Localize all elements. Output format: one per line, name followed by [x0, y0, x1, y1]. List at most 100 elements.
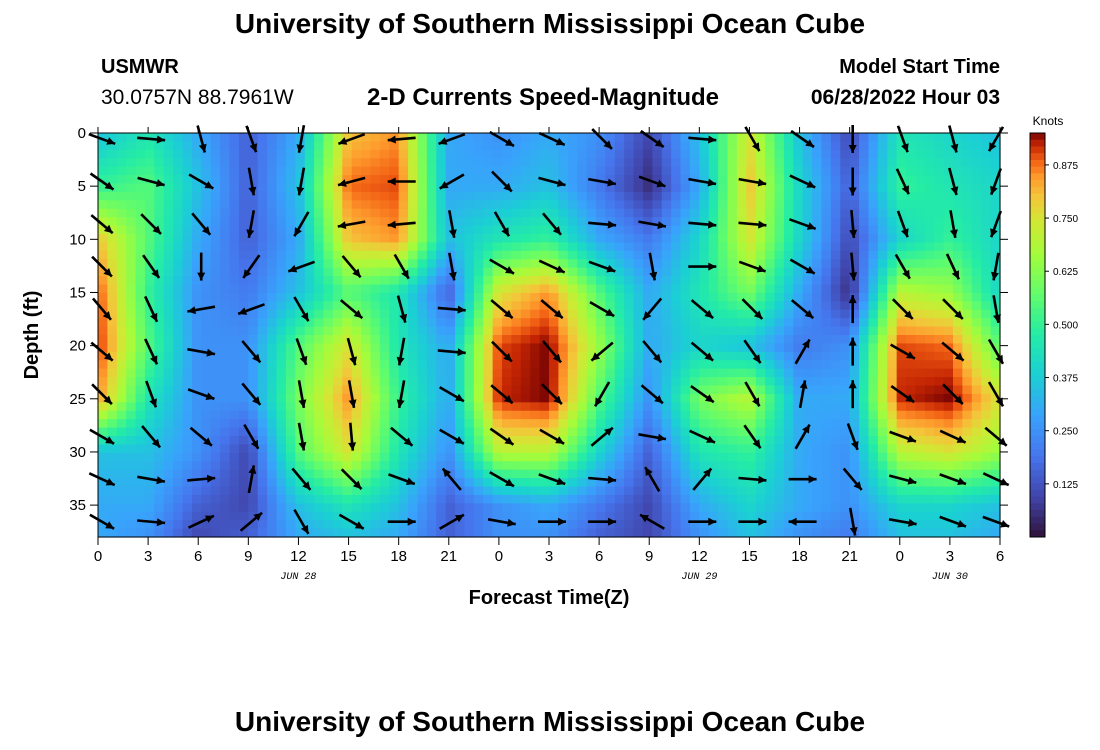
heatmap-cell [210, 402, 221, 412]
heatmap-cell [154, 200, 165, 210]
heatmap-cell [943, 461, 954, 471]
heatmap-cell [624, 250, 635, 260]
heatmap-cell [445, 461, 456, 471]
heatmap-cell [689, 461, 700, 471]
heatmap-cell [304, 267, 315, 277]
heatmap-cell [887, 419, 898, 429]
heatmap-cell [605, 444, 616, 454]
heatmap-cell [163, 368, 174, 378]
heatmap-cell [708, 225, 719, 235]
heatmap-cell [736, 452, 747, 462]
heatmap-cell [201, 250, 212, 260]
heatmap-cell [549, 343, 559, 353]
heatmap-cell [163, 444, 174, 454]
current-arrow [437, 305, 466, 314]
heatmap-cell [783, 301, 794, 311]
heatmap-cell [549, 309, 559, 319]
heatmap-cell [971, 436, 982, 446]
current-arrow [538, 517, 566, 526]
heatmap-cell [173, 436, 184, 446]
heatmap-cell [614, 385, 625, 395]
heatmap-cell [595, 520, 606, 530]
heatmap-cell [417, 478, 428, 488]
heatmap-cell [802, 494, 813, 504]
heatmap-cell [746, 528, 757, 538]
heatmap-cell [126, 528, 137, 538]
heatmap-cell [426, 419, 437, 429]
heatmap-cell [981, 444, 992, 454]
heatmap-cell [549, 461, 559, 471]
heatmap-cell [661, 503, 672, 513]
heatmap-cell [351, 259, 362, 269]
heatmap-cell [191, 259, 202, 269]
heatmap-cell [304, 141, 315, 151]
heatmap-cell [267, 520, 278, 530]
heatmap-cell [332, 393, 343, 403]
heatmap-cell [314, 368, 325, 378]
heatmap-cell [502, 452, 513, 462]
heatmap-cell [812, 276, 823, 286]
heatmap-cell [887, 436, 898, 446]
heatmap-cell [389, 276, 400, 286]
heatmap-cell [849, 351, 860, 361]
heatmap-cell [257, 166, 268, 176]
heatmap-cell [943, 486, 954, 496]
heatmap-cell [934, 309, 945, 319]
heatmap-cell [511, 301, 522, 311]
heatmap-cell [285, 368, 296, 378]
heatmap-cell [455, 461, 466, 471]
heatmap-cell [361, 410, 372, 420]
heatmap-cell [680, 141, 691, 151]
heatmap-cell [342, 318, 353, 328]
heatmap-cell [417, 410, 428, 420]
heatmap-cell [436, 335, 447, 345]
colorbar-step [1030, 388, 1045, 397]
heatmap-cell [210, 133, 221, 143]
heatmap-cell [868, 149, 879, 159]
heatmap-cell [868, 478, 879, 488]
heatmap-cell [248, 377, 259, 387]
heatmap-cell [906, 217, 917, 227]
heatmap-cell [727, 393, 738, 403]
heatmap-cell [276, 267, 287, 277]
heatmap-cell [859, 385, 870, 395]
heatmap-cell [135, 452, 146, 462]
heatmap-cell [680, 335, 691, 345]
heatmap-cell [793, 267, 804, 277]
heatmap-cell [379, 250, 390, 260]
heatmap-cell [389, 335, 400, 345]
heatmap-cell [539, 183, 550, 193]
heatmap-cell [887, 217, 898, 227]
heatmap-cell [229, 301, 240, 311]
heatmap-cell [455, 225, 466, 235]
heatmap-cell [699, 478, 710, 488]
heatmap-cell [595, 267, 606, 277]
heatmap-cell [455, 217, 466, 227]
heatmap-cell [173, 301, 184, 311]
heatmap-cell [426, 368, 437, 378]
heatmap-cell [830, 225, 841, 235]
heatmap-cell [624, 276, 635, 286]
heatmap-cell [586, 217, 597, 227]
heatmap-cell [642, 503, 653, 513]
current-arrow [640, 384, 664, 405]
heatmap-cell [887, 452, 898, 462]
heatmap-cell [135, 267, 146, 277]
current-arrow [144, 295, 159, 323]
heatmap-cell [887, 284, 898, 294]
heatmap-cell [210, 326, 221, 336]
heatmap-cell [821, 301, 832, 311]
heatmap-cell [248, 217, 259, 227]
heatmap-cell [276, 149, 287, 159]
heatmap-cell [943, 520, 954, 530]
heatmap-cell [577, 385, 588, 395]
heatmap-cell [530, 133, 541, 143]
heatmap-cell [633, 141, 644, 151]
heatmap-cell [502, 503, 513, 513]
current-arrow [849, 209, 858, 239]
heatmap-cell [248, 284, 259, 294]
heatmap-cell [990, 284, 1001, 294]
heatmap-cell [567, 301, 578, 311]
current-arrow [540, 299, 564, 320]
heatmap-cell [830, 335, 841, 345]
